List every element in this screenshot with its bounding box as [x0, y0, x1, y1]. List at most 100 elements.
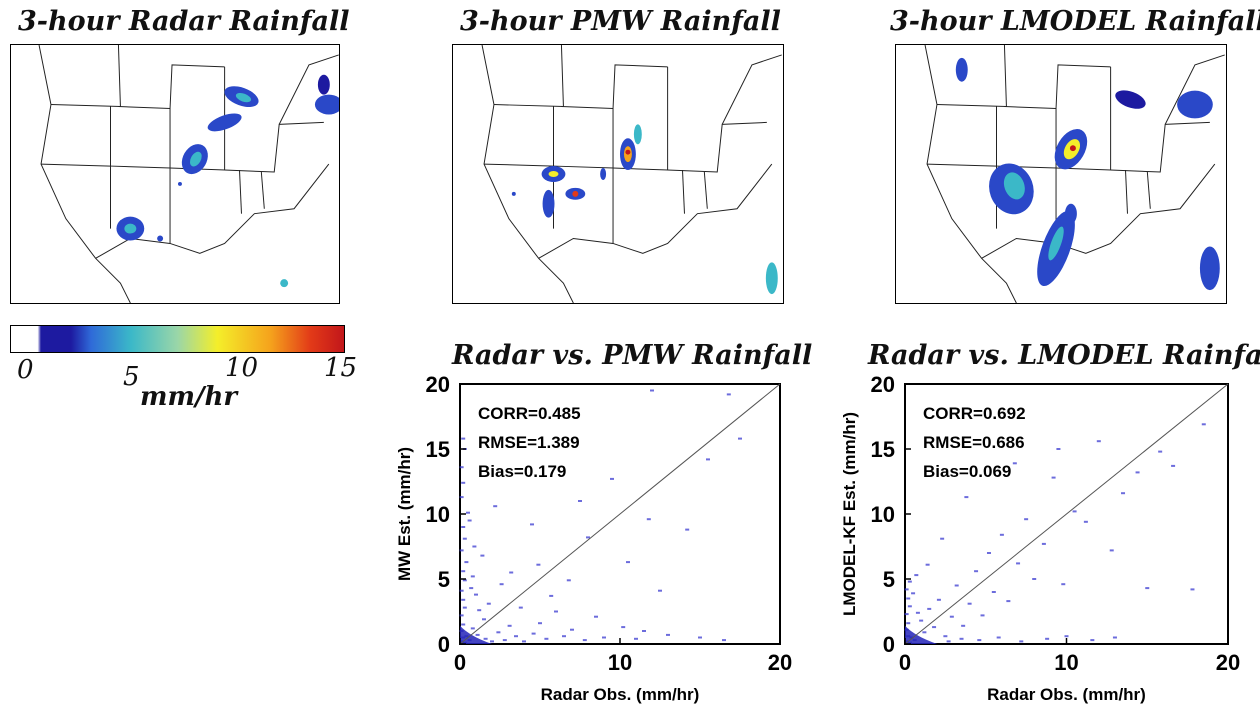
pmw-rainfall-map — [452, 44, 784, 304]
scatter-point — [967, 602, 972, 605]
scatter-point — [959, 637, 964, 640]
scatter-point — [946, 640, 951, 643]
y-tick-label: 10 — [426, 502, 450, 527]
stat-label: Bias=0.069 — [923, 462, 1011, 481]
scatter-point — [461, 526, 466, 528]
y-tick-label: 15 — [426, 437, 450, 462]
scatter-point — [906, 622, 911, 625]
scatter-point — [566, 579, 571, 582]
scatter-point — [906, 597, 911, 600]
scatter-point — [469, 587, 474, 590]
scatter-point — [1201, 423, 1206, 426]
scatter-point — [538, 622, 542, 625]
scatter-point — [1006, 600, 1011, 603]
scatter-point — [927, 607, 932, 610]
scatter-point — [461, 623, 466, 626]
scatter-point — [1158, 450, 1163, 453]
scatter-point — [586, 536, 590, 539]
scatter-point — [999, 533, 1004, 536]
scatter-point — [578, 500, 582, 502]
scatter-point — [530, 523, 534, 526]
scatter-point — [490, 640, 494, 643]
scatter-point — [1121, 492, 1126, 495]
scatter-point — [1145, 587, 1150, 590]
scatter-point — [480, 554, 485, 557]
scatter-point — [570, 628, 574, 631]
scatter-point — [980, 614, 985, 617]
scatter-point — [459, 589, 464, 592]
lmodel-rainfall-map — [895, 44, 1227, 304]
scatter-point — [459, 549, 464, 552]
scatter-point — [1024, 518, 1029, 521]
one-to-one-line — [459, 383, 781, 645]
scatter-point — [961, 624, 966, 627]
scatter-point — [722, 639, 726, 642]
pmw-scatter-plot: 0 10 20 0 5 10 15 20 Radar Obs. (mm/hr) MW Est. (… — [395, 372, 792, 704]
scatter-point — [626, 561, 630, 564]
pmw-scatter-title: Radar vs. PMW Rainfall — [452, 340, 813, 371]
scatter-point — [940, 537, 945, 540]
scatter-point — [462, 537, 467, 540]
x-axis-label: Radar Obs. (mm/hr) — [987, 685, 1146, 704]
scatter-point — [502, 639, 507, 642]
scatter-point — [1064, 635, 1069, 638]
scatter-point — [666, 633, 670, 636]
stat-label: CORR=0.485 — [478, 404, 581, 423]
scatter-point — [685, 528, 690, 531]
scatter-point — [1045, 637, 1050, 640]
y-axis-label: MW Est. (mm/hr) — [395, 447, 414, 581]
x-tick-label: 20 — [1216, 650, 1240, 675]
radar-rainfall-map — [10, 44, 340, 304]
x-tick-label: 20 — [768, 650, 792, 675]
scatter-point — [562, 635, 566, 638]
scatter-point — [1171, 464, 1176, 467]
scatter-point — [904, 588, 909, 591]
radar-rainfall-map-image — [38, 45, 339, 303]
scatter-point — [915, 611, 920, 614]
y-tick-label: 0 — [438, 632, 450, 657]
radar-map-title: 3-hour Radar Rainfall — [18, 6, 350, 37]
scatter-point — [1072, 510, 1077, 513]
scatter-point — [1012, 462, 1017, 465]
scatter-point — [991, 591, 996, 593]
scatter-point — [496, 631, 501, 634]
scatter-point — [738, 437, 742, 440]
y-axis-label: LMODEL-KF Est. (mm/hr) — [840, 412, 859, 616]
scatter-point — [974, 570, 979, 573]
scatter-point — [507, 624, 512, 627]
scatter-point — [932, 626, 937, 629]
scatter-point — [642, 630, 646, 632]
scatter-point — [936, 598, 941, 601]
scatter-point — [1083, 520, 1088, 523]
scatter-point — [1051, 476, 1056, 479]
scatter-point — [470, 575, 475, 578]
scatter-point — [466, 511, 470, 514]
scatter-point — [514, 635, 518, 638]
scatter-point — [922, 631, 927, 634]
scatter-point — [726, 393, 731, 396]
scatter-point — [509, 571, 514, 574]
stat-label: CORR=0.692 — [923, 404, 1026, 423]
scatter-point — [602, 636, 606, 639]
y-tick-label: 20 — [871, 372, 895, 397]
scatter-point — [1032, 578, 1037, 580]
scatter-point — [610, 477, 614, 480]
scatter-point — [658, 589, 662, 592]
scatter-point — [461, 570, 466, 573]
colorbar-tick-5: 5 — [123, 362, 140, 392]
x-tick-label: 0 — [454, 650, 466, 675]
pmw-map-title: 3-hour PMW Rainfall — [460, 6, 781, 37]
stat-label: RMSE=0.686 — [923, 433, 1025, 452]
scatter-point — [925, 563, 930, 566]
dense-point-cluster — [460, 625, 492, 644]
scatter-point — [1109, 549, 1114, 552]
y-tick-label: 0 — [883, 632, 895, 657]
scatter-point — [1041, 542, 1046, 545]
scatter-point — [1019, 640, 1024, 643]
y-tick-label: 15 — [871, 437, 895, 462]
scatter-point — [1016, 562, 1021, 565]
scatter-point — [486, 602, 491, 605]
scatter-point — [474, 593, 478, 596]
scatter-point — [462, 579, 467, 582]
scatter-point — [954, 584, 959, 587]
